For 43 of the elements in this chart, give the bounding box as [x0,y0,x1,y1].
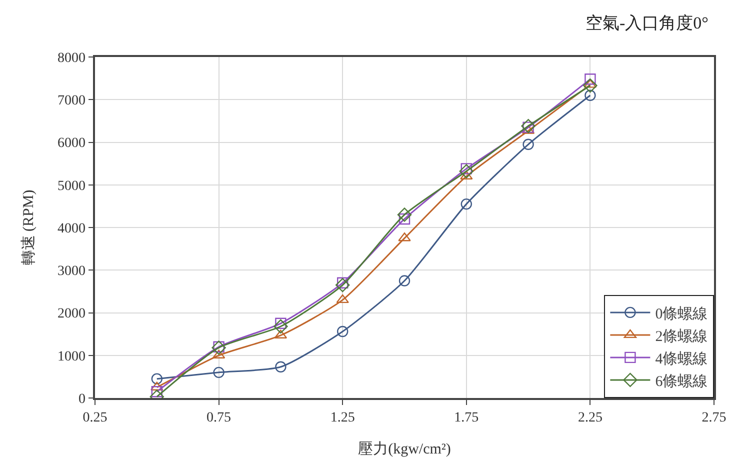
y-tick-label: 3000 [57,264,86,280]
y-tick-label: 1000 [57,349,86,364]
point [212,340,226,355]
x-tick-label: 0.25 [82,410,108,426]
point [151,373,162,384]
point [275,318,286,330]
y-tick-label: 0 [78,392,86,407]
y-tick-label: 8000 [57,50,86,66]
legend-label: 2條螺線 [655,328,708,345]
x-tick-label: 1.75 [454,410,479,426]
point [398,213,410,225]
point [397,208,412,222]
point [336,278,350,292]
legend-label: 0條螺線 [655,305,708,322]
y-tick-label: 5000 [57,178,86,194]
point [398,275,410,286]
point [460,198,472,210]
point [459,164,474,178]
x-tick-label: 1.25 [330,410,355,426]
x-tick-label: 2.25 [578,410,602,426]
chart-title: 空氣-入口角度0° [586,14,708,33]
y-axis-title: 轉速 (RPM) [20,190,38,266]
y-tick-label: 7000 [57,94,86,109]
y-tick-label: 4000 [57,221,86,236]
x-axis-title: 壓力(kgw/cm²) [358,440,451,458]
point [584,90,596,101]
point [522,138,534,150]
point [274,319,288,334]
point [521,118,536,134]
point [337,326,348,338]
y-tick-label: 6000 [57,136,86,152]
x-tick-label: 2.75 [702,410,726,426]
point [584,74,596,85]
x-tick-label: 0.75 [206,410,232,426]
point [213,366,224,378]
point [337,277,348,289]
point [336,294,349,304]
point [151,386,162,398]
point [583,78,598,93]
legend-label: 4條螺線 [655,350,708,368]
legend-label: 6條螺線 [655,372,708,390]
point [275,361,286,372]
y-tick-label: 2000 [57,306,86,322]
